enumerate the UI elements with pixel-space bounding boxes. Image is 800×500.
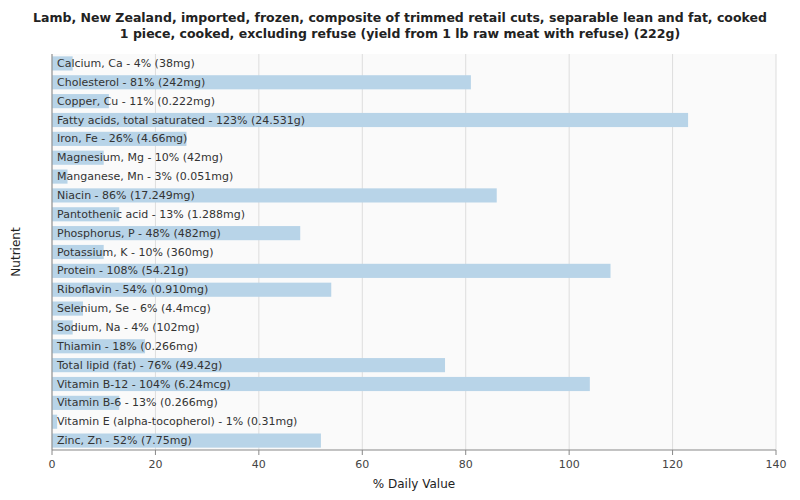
category-label: Cholesterol - 81% (242mg) (57, 76, 205, 89)
bar (52, 75, 471, 89)
tick-mark (362, 450, 363, 455)
bar (52, 188, 497, 202)
category-label: Vitamin E (alpha-tocopherol) - 1% (0.31m… (57, 415, 297, 428)
bar (52, 358, 445, 372)
category-label: Thiamin - 18% (0.266mg) (56, 340, 198, 353)
bar (52, 113, 688, 127)
category-label: Vitamin B-6 - 13% (0.266mg) (57, 396, 218, 409)
category-label: Sodium, Na - 4% (102mg) (57, 321, 200, 334)
y-axis (52, 54, 53, 450)
category-label: Copper, Cu - 11% (0.222mg) (57, 95, 215, 108)
category-label: Vitamin B-12 - 104% (6.24mcg) (57, 378, 231, 391)
category-label: Zinc, Zn - 52% (7.75mg) (57, 434, 192, 447)
bar (52, 434, 321, 448)
title: Lamb, New Zealand, imported, frozen, com… (33, 10, 767, 41)
tick-label: 140 (766, 458, 787, 471)
category-label: Phosphorus, P - 48% (482mg) (57, 227, 221, 240)
tick-mark (776, 450, 777, 455)
plot-background (52, 54, 776, 450)
tick-label: 80 (459, 458, 473, 471)
tick-mark (258, 450, 259, 455)
category-label: Niacin - 86% (17.249mg) (57, 189, 195, 202)
tick-mark (465, 450, 466, 455)
x-axis (52, 450, 776, 451)
tick-label: 0 (49, 458, 56, 471)
tick-mark (672, 450, 673, 455)
y-axis-label: Nutrient (9, 227, 23, 277)
bar (52, 226, 300, 240)
tick-label: 20 (148, 458, 162, 471)
category-label: Manganese, Mn - 3% (0.051mg) (57, 170, 233, 183)
plot: 0 20 40 60 80 100 120 140 Calcium, Ca - 4% (38mg… (49, 54, 787, 471)
bar (52, 132, 186, 146)
bar-labels: Calcium, Ca - 4% (38mg) Cholesterol - 81%… (56, 57, 305, 447)
category-label: Magnesium, Mg - 10% (42mg) (57, 151, 223, 164)
bars (52, 56, 688, 447)
tick-label: 40 (252, 458, 266, 471)
tick-mark (569, 450, 570, 455)
bar (52, 377, 590, 391)
x-axis-label: % Daily Value (373, 477, 455, 491)
category-label: Total lipid (fat) - 76% (49.42g) (56, 359, 222, 372)
category-label: Riboflavin - 54% (0.910mg) (57, 283, 208, 296)
grid-line (52, 54, 53, 450)
bar (52, 283, 331, 297)
grid-line (776, 54, 777, 450)
bar (52, 264, 611, 278)
category-label: Fatty acids, total saturated - 123% (24.… (57, 114, 305, 127)
chart: Lamb, New Zealand, imported, frozen, com… (0, 0, 800, 500)
tick-label: 120 (662, 458, 683, 471)
tick-label: 100 (559, 458, 580, 471)
category-label: Iron, Fe - 26% (4.66mg) (57, 132, 187, 145)
tick-mark (155, 450, 156, 455)
tick-mark (52, 450, 53, 455)
category-label: Potassium, K - 10% (360mg) (57, 246, 214, 259)
category-label: Calcium, Ca - 4% (38mg) (57, 57, 195, 70)
category-label: Pantothenic acid - 13% (1.288mg) (57, 208, 245, 221)
category-label: Selenium, Se - 6% (4.4mcg) (57, 302, 211, 315)
category-label: Protein - 108% (54.21g) (57, 264, 189, 277)
tick-label: 60 (355, 458, 369, 471)
